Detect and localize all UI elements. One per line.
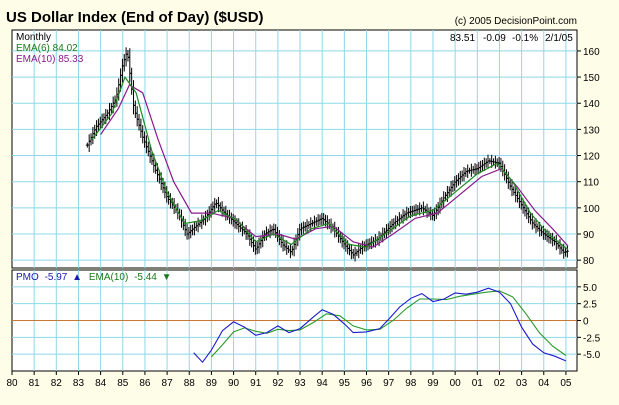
last-value: 83.51 bbox=[450, 33, 475, 44]
y-tick-label: -5.0 bbox=[583, 350, 601, 361]
pmo-ema-legend-label: EMA(10) bbox=[89, 272, 128, 283]
ema6-line bbox=[91, 75, 569, 251]
pmo-up-arrow-icon: ▲ bbox=[72, 272, 82, 283]
chart-title: US Dollar Index (End of Day) ($USD) bbox=[6, 9, 264, 26]
y-tick-label: 80 bbox=[583, 256, 595, 267]
x-tick-label: 88 bbox=[184, 378, 196, 389]
x-tick-label: 86 bbox=[139, 378, 151, 389]
x-tick-label: 03 bbox=[516, 378, 528, 389]
periodicity-label: Monthly bbox=[16, 32, 51, 43]
y-tick-label: 90 bbox=[583, 230, 595, 241]
pmo-legend-value: -5.97 bbox=[45, 272, 68, 283]
ohlc-bar bbox=[565, 245, 569, 258]
pmo-ema-legend-value: -5.44 bbox=[134, 272, 157, 283]
y-tick-label: 150 bbox=[583, 73, 600, 84]
x-tick-label: 99 bbox=[427, 378, 439, 389]
x-tick-label: 01 bbox=[472, 378, 484, 389]
x-tick-label: 91 bbox=[250, 378, 262, 389]
x-tick-label: 00 bbox=[450, 378, 462, 389]
last-change: -0.09 bbox=[483, 33, 506, 44]
legend-ema6: EMA(6) 84.02 bbox=[16, 43, 78, 54]
y-tick-label: 120 bbox=[583, 152, 600, 163]
y-tick-label: 160 bbox=[583, 47, 600, 58]
pmo-line bbox=[193, 287, 567, 364]
x-tick-label: 80 bbox=[6, 378, 18, 389]
x-tick-label: 84 bbox=[95, 378, 107, 389]
x-tick-label: 97 bbox=[383, 378, 395, 389]
x-tick-label: 90 bbox=[228, 378, 240, 389]
x-tick-label: 02 bbox=[494, 378, 506, 389]
price-panel: 80 90 100 110 120 130 140 150 160 Monthly EMA(6)… bbox=[11, 29, 600, 269]
pmo-ema-down-arrow-icon: ▼ bbox=[162, 272, 172, 283]
x-tick-label: 83 bbox=[73, 378, 85, 389]
pmo-legend-label: PMO bbox=[16, 272, 39, 283]
y-tick-label: 2.5 bbox=[583, 300, 597, 311]
pmo-legend: PMO -5.97 ▲ EMA(10) -5.44 ▼ bbox=[16, 272, 172, 283]
price-panel-frame bbox=[11, 29, 578, 269]
x-tick-label: 94 bbox=[317, 378, 329, 389]
pmo-y-ticks: 5.0 2.5 0 -2.5 -5.0 bbox=[577, 283, 601, 361]
x-tick-label: 96 bbox=[361, 378, 373, 389]
pmo-panel: 5.0 2.5 0 -2.5 -5.0 PMO -5.97 ▲ EMA(10) -5.4… bbox=[11, 269, 601, 372]
last-date: 2/1/05 bbox=[545, 33, 573, 44]
y-tick-label: 110 bbox=[583, 178, 599, 189]
x-tick-label: 98 bbox=[405, 378, 417, 389]
last-pct-change: -0.1% bbox=[512, 33, 538, 44]
y-tick-label: -2.5 bbox=[583, 333, 601, 344]
x-tick-label: 82 bbox=[51, 378, 63, 389]
price-y-ticks: 80 90 100 110 120 130 140 150 160 bbox=[577, 47, 600, 267]
x-tick-label: 92 bbox=[272, 378, 284, 389]
x-tick-label: 85 bbox=[117, 378, 129, 389]
x-tick-label: 93 bbox=[294, 378, 306, 389]
x-tick-label: 81 bbox=[29, 378, 41, 389]
y-tick-label: 130 bbox=[583, 125, 600, 136]
y-tick-label: 5.0 bbox=[583, 283, 597, 294]
pmo-ema10-line bbox=[210, 290, 567, 358]
legend-ema10: EMA(10) 85.33 bbox=[16, 54, 84, 65]
x-axis: 80 81 82 83 84 85 86 87 88 89 90 91 92 93 94 95 96 97 98 99… bbox=[6, 371, 572, 389]
x-tick-label: 89 bbox=[206, 378, 218, 389]
x-tick-label: 04 bbox=[538, 378, 550, 389]
y-tick-label: 0 bbox=[583, 317, 589, 328]
x-tick-label: 95 bbox=[339, 378, 351, 389]
x-tick-label: 87 bbox=[162, 378, 174, 389]
x-tick-label: 05 bbox=[560, 378, 572, 389]
y-tick-label: 100 bbox=[583, 204, 600, 215]
price-grid bbox=[12, 30, 577, 268]
ema10-line bbox=[100, 84, 569, 248]
y-tick-label: 140 bbox=[583, 99, 600, 110]
copyright: (c) 2005 DecisionPoint.com bbox=[455, 16, 577, 27]
